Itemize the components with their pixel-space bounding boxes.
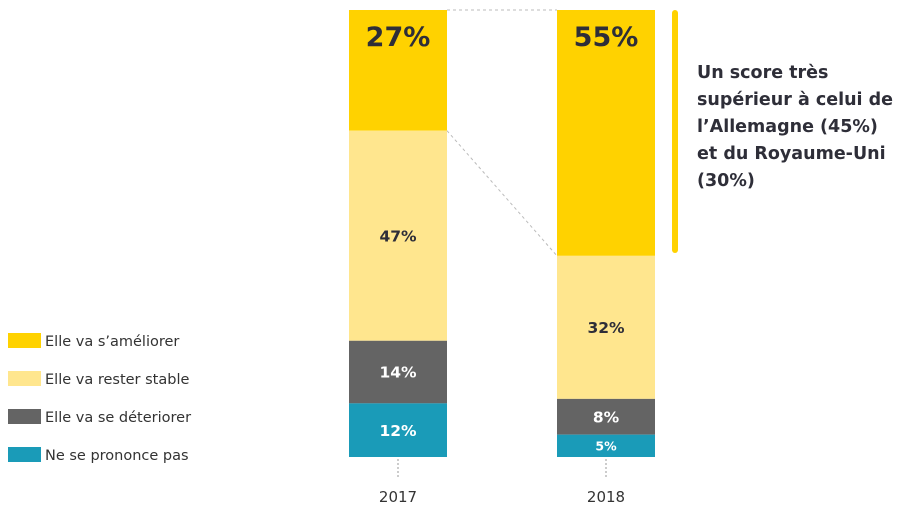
callout-line: (30%): [697, 171, 755, 191]
legend-swatch: [8, 447, 41, 462]
connector-lines: [446, 9, 558, 257]
connector-line: [446, 130, 558, 257]
legend: Elle va s’améliorer Elle va rester stable…: [8, 333, 191, 464]
bar-value-label: 47%: [379, 227, 417, 245]
bar-value-label: 5%: [595, 438, 617, 453]
callout-line: et du Royaume-Uni: [697, 144, 886, 164]
legend-label: Elle va se déteriorer: [45, 410, 191, 426]
bar-segment: [557, 10, 655, 256]
legend-swatch: [8, 333, 41, 348]
x-tick-label: 2017: [379, 488, 417, 506]
bar-labels: 27% 47% 14% 12% 55% 32% 8% 5%: [366, 22, 639, 453]
callout-text: Un score très supérieur à celui de l’All…: [697, 60, 919, 195]
bar-value-label: 8%: [593, 408, 620, 426]
bar-segment: [557, 255, 655, 399]
bar-segment: [349, 10, 447, 131]
bar-value-label: 27%: [366, 22, 431, 53]
callout-line: Un score très: [697, 63, 829, 83]
bars: [349, 10, 655, 457]
bar-value-label: 12%: [379, 422, 417, 440]
bar-segment: [349, 403, 447, 457]
legend-swatch: [8, 371, 41, 386]
legend-swatch: [8, 409, 41, 424]
bar-segment: [557, 398, 655, 435]
bar-value-label: 32%: [587, 319, 625, 337]
legend-label: Ne se prononce pas: [45, 448, 189, 464]
bar-value-label: 14%: [379, 364, 417, 382]
callout-line: supérieur à celui de: [697, 90, 894, 110]
bar-segment: [349, 130, 447, 341]
legend-label: Elle va s’améliorer: [45, 334, 179, 350]
bar-segment: [557, 434, 655, 457]
x-tick-label: 2018: [587, 488, 625, 506]
x-axis: 2017 2018: [379, 459, 625, 506]
callout-accent-bar: [672, 10, 678, 253]
callout-line: l’Allemagne (45%): [697, 117, 878, 137]
legend-label: Elle va rester stable: [45, 372, 189, 388]
bar-segment: [349, 340, 447, 404]
bar-value-label: 55%: [574, 22, 639, 53]
